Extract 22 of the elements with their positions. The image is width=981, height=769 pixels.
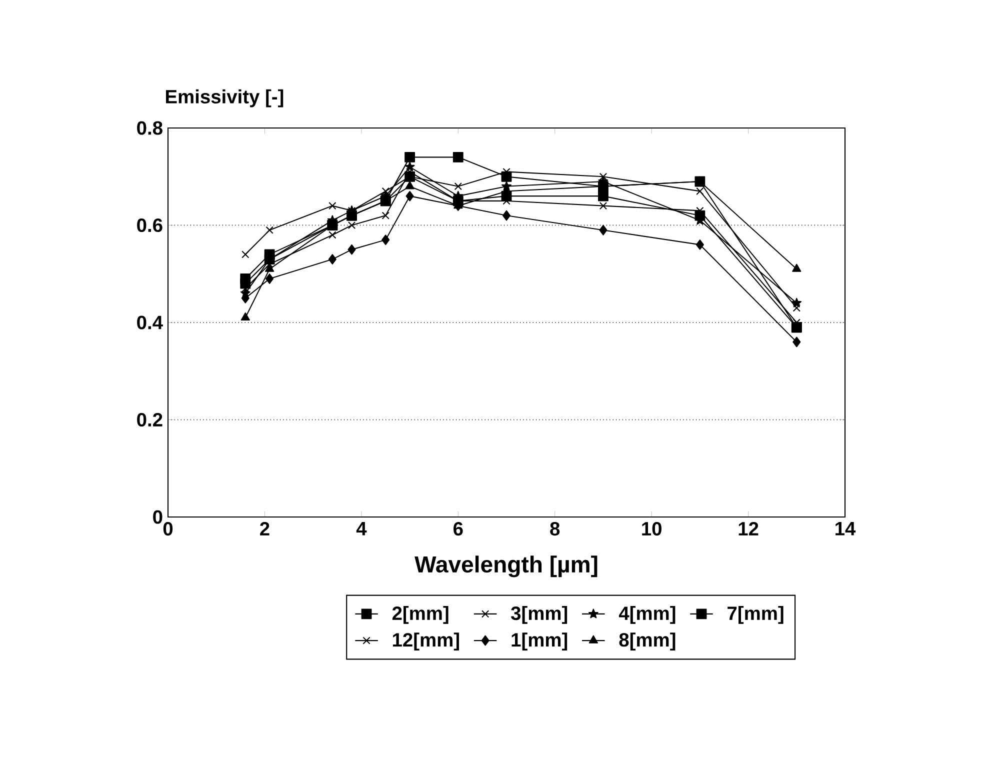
legend-label: 8[mm] <box>619 632 676 650</box>
legend-label: 4[mm] <box>618 606 676 624</box>
legend-label: 12[mm] <box>392 632 459 650</box>
x-tick-label: 0 <box>163 522 173 536</box>
legend-label: 3[mm] <box>510 606 568 624</box>
x-tick-label: 2 <box>260 522 270 536</box>
legend-label: 7[mm] <box>728 606 784 624</box>
y-tick-label: 0.8 <box>137 121 162 135</box>
x-tick-label: 14 <box>836 522 856 536</box>
y-axis-title: Emissivity [-] <box>166 89 284 108</box>
x-tick-label: 10 <box>642 522 662 536</box>
x-axis-title: Wavelength [µm] <box>414 556 598 578</box>
y-tick-label: 0.4 <box>137 316 163 330</box>
y-tick-label: 0.6 <box>137 218 162 232</box>
legend-label: 2[mm] <box>392 606 448 624</box>
y-tick-label: 0.2 <box>137 412 162 427</box>
x-tick-label: 6 <box>454 522 463 536</box>
legend-label: 1[mm] <box>512 632 568 650</box>
x-tick-label: 12 <box>738 522 758 536</box>
y-tick-label: 0 <box>153 510 162 524</box>
x-tick-label: 4 <box>356 522 367 536</box>
x-tick-label: 8 <box>550 522 560 536</box>
